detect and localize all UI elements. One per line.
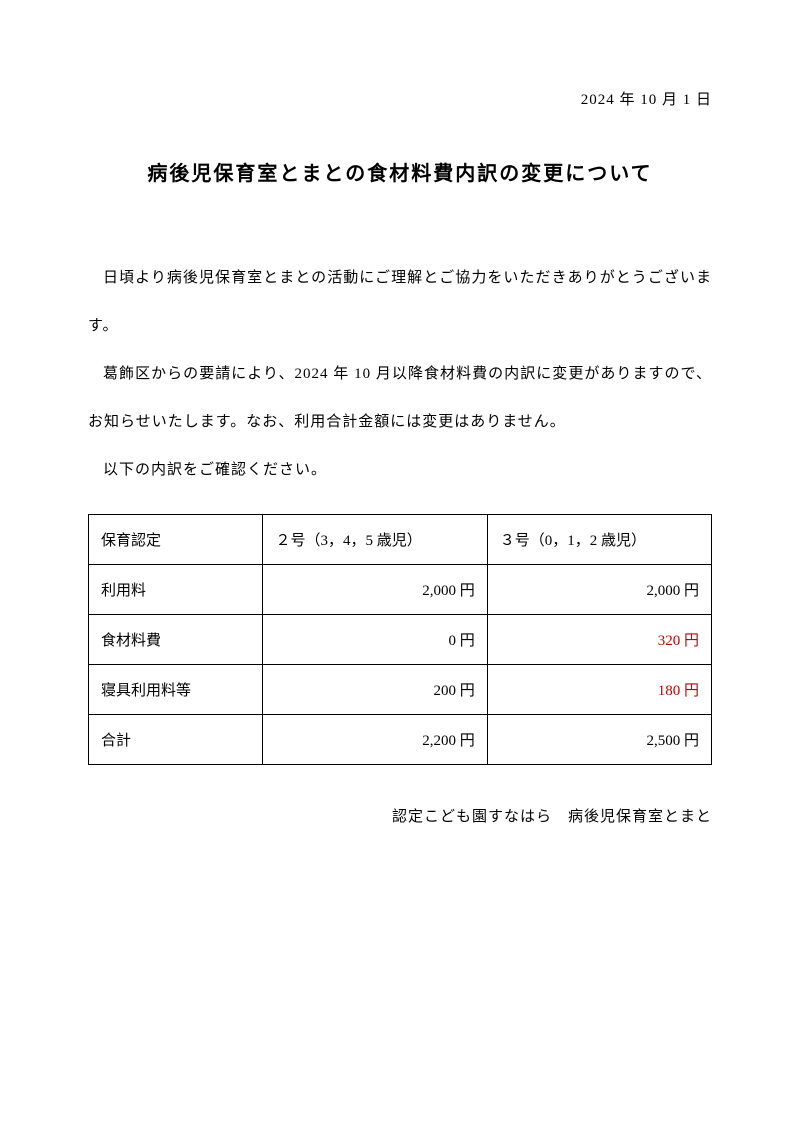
paragraph-3: 以下の内訳をご確認ください。	[88, 446, 712, 494]
table-row: 合計 2,200 円 2,500 円	[89, 715, 712, 765]
cell-value: 320 円	[487, 615, 711, 665]
document-footer: 認定こども園すなはら 病後児保育室とまと	[88, 805, 712, 826]
cell-value: 0 円	[263, 615, 487, 665]
header-cell: ３号（0，1，2 歳児）	[487, 515, 711, 565]
table-row: 寝具利用料等 200 円 180 円	[89, 665, 712, 715]
header-cell: ２号（3，4，5 歳児）	[263, 515, 487, 565]
cell-value: 2,000 円	[487, 565, 711, 615]
paragraph-2: 葛飾区からの要請により、2024 年 10 月以降食材料費の内訳に変更があります…	[88, 350, 712, 446]
table-header-row: 保育認定 ２号（3，4，5 歳児） ３号（0，1，2 歳児）	[89, 515, 712, 565]
cell-value: 2,000 円	[263, 565, 487, 615]
table-row: 食材料費 0 円 320 円	[89, 615, 712, 665]
cell-value: 180 円	[487, 665, 711, 715]
cell-value: 2,200 円	[263, 715, 487, 765]
document-date: 2024 年 10 月 1 日	[88, 88, 712, 109]
row-label: 合計	[89, 715, 263, 765]
row-label: 食材料費	[89, 615, 263, 665]
document-title: 病後児保育室とまとの食材料費内訳の変更について	[88, 157, 712, 186]
paragraph-1: 日頃より病後児保育室とまとの活動にご理解とご協力をいただきありがとうございます。	[88, 254, 712, 350]
header-cell: 保育認定	[89, 515, 263, 565]
row-label: 寝具利用料等	[89, 665, 263, 715]
fee-table: 保育認定 ２号（3，4，5 歳児） ３号（0，1，2 歳児） 利用料 2,000…	[88, 514, 712, 765]
row-label: 利用料	[89, 565, 263, 615]
table-row: 利用料 2,000 円 2,000 円	[89, 565, 712, 615]
cell-value: 200 円	[263, 665, 487, 715]
body-text: 日頃より病後児保育室とまとの活動にご理解とご協力をいただきありがとうございます。…	[88, 254, 712, 494]
cell-value: 2,500 円	[487, 715, 711, 765]
